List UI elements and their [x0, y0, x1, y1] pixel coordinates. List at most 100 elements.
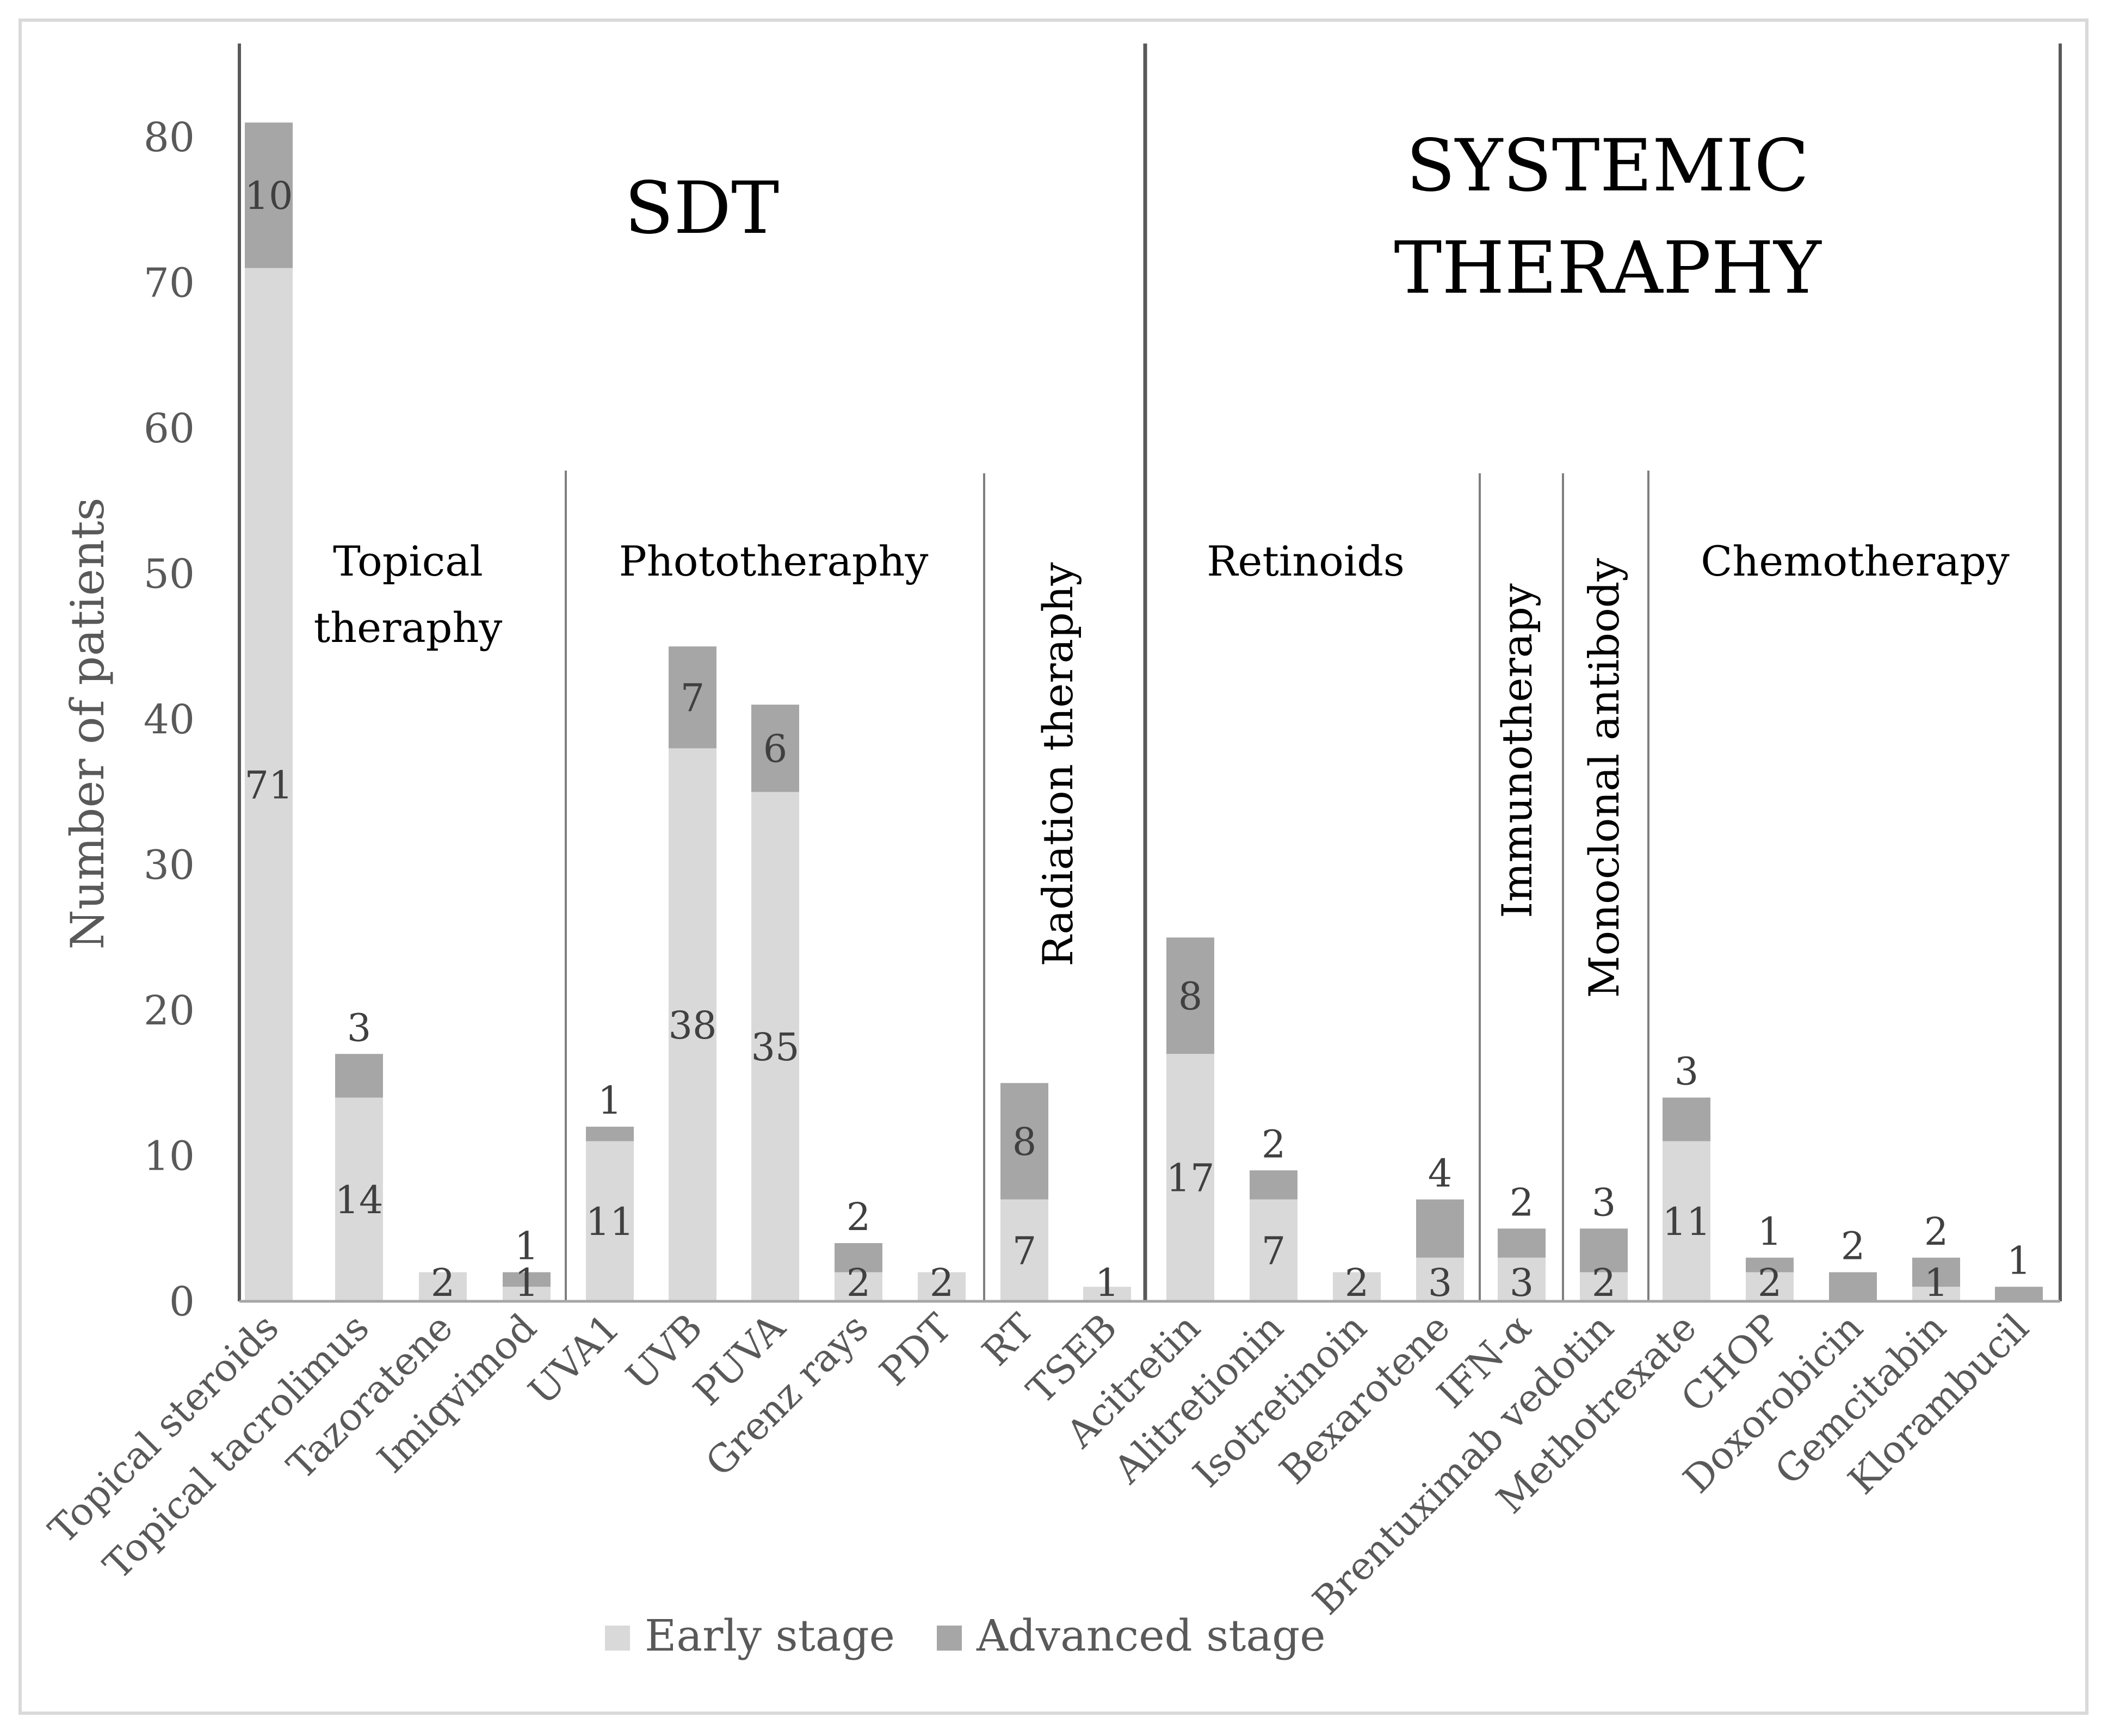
bar-advanced — [1663, 1097, 1710, 1141]
value-label-advanced: 4 — [1428, 1151, 1453, 1196]
bar-early — [1333, 1272, 1381, 1301]
value-label-early: 1 — [1924, 1261, 1949, 1305]
sub-group-label: Chemotherapy — [1701, 537, 2010, 585]
value-label-advanced: 2 — [846, 1195, 871, 1239]
value-label-advanced: 7 — [681, 676, 705, 720]
value-label-early: 71 — [244, 763, 293, 807]
group-labels: SDT SYSTEMIC THERAPHY Topical theraphy Photot… — [314, 124, 2010, 998]
bar-advanced — [245, 122, 293, 268]
bar-early — [918, 1272, 966, 1301]
value-label-advanced: 2 — [1510, 1180, 1534, 1225]
value-label-advanced: 3 — [1675, 1049, 1699, 1094]
value-label-early: 2 — [1758, 1261, 1782, 1305]
y-tick-label: 70 — [144, 260, 195, 307]
sub-group-label: Retinoids — [1207, 537, 1405, 585]
legend-label-advanced: Advanced stage — [976, 1610, 1326, 1661]
bars — [245, 122, 2043, 1301]
bar-early — [335, 1097, 383, 1301]
value-label-advanced: 2 — [1262, 1122, 1286, 1166]
bar-early — [1580, 1272, 1628, 1301]
bar-advanced — [586, 1127, 634, 1141]
bar-advanced — [751, 705, 799, 792]
value-label-early: 2 — [431, 1261, 455, 1305]
value-label-early: 3 — [1510, 1261, 1534, 1305]
y-tick-label: 50 — [144, 551, 195, 598]
bar-advanced — [1416, 1199, 1464, 1258]
bar-early — [586, 1141, 634, 1301]
value-label-early: 2 — [1592, 1261, 1616, 1305]
value-label-early: 17 — [1166, 1156, 1214, 1201]
value-label-advanced: 1 — [2007, 1238, 2031, 1283]
y-tick-label: 0 — [169, 1278, 195, 1325]
group-dividers — [238, 44, 2062, 1301]
value-label-advanced: 1 — [598, 1078, 622, 1123]
value-label-advanced: 2 — [1841, 1224, 1865, 1269]
y-axis-ticks: 0 10 20 30 40 50 60 70 80 — [144, 114, 195, 1325]
bar-early — [245, 268, 293, 1301]
major-group-label: SDT — [625, 166, 779, 250]
bar-advanced — [1746, 1257, 1794, 1272]
bar-advanced — [503, 1272, 551, 1287]
value-label-early: 7 — [1262, 1228, 1286, 1273]
sub-group-label: Radiation theraphy — [1034, 562, 1082, 966]
y-tick-label: 40 — [144, 696, 195, 743]
bar-advanced — [335, 1054, 383, 1098]
bar-early — [669, 748, 716, 1301]
value-label-early: 1 — [1095, 1261, 1120, 1305]
value-label-early: 2 — [1345, 1261, 1369, 1305]
bar-advanced — [835, 1243, 882, 1272]
bar-early — [1166, 1054, 1214, 1301]
bar-early — [1000, 1199, 1048, 1301]
value-label-advanced: 8 — [1012, 1120, 1037, 1164]
bar-advanced — [1829, 1272, 1877, 1301]
bar-advanced — [1498, 1228, 1546, 1258]
value-label-early: 3 — [1428, 1261, 1453, 1305]
sub-group-label: Monoclonal antibody — [1580, 558, 1628, 998]
value-label-early: 1 — [515, 1261, 539, 1305]
legend-label-early: Early stage — [645, 1610, 895, 1661]
y-tick-label: 20 — [144, 987, 195, 1034]
major-group-label: SYSTEMIC THERAPHY — [1394, 124, 1822, 310]
legend-swatch-advanced — [937, 1626, 962, 1651]
y-tick-label: 30 — [144, 842, 195, 889]
bar-early — [751, 792, 799, 1301]
value-label-early: 35 — [751, 1025, 799, 1070]
bar-early — [835, 1272, 882, 1301]
value-label-advanced: 2 — [1924, 1209, 1949, 1254]
value-label-advanced: 10 — [244, 174, 293, 218]
bar-advanced — [1250, 1170, 1297, 1200]
bar-early — [1416, 1257, 1464, 1301]
y-axis-title: Number of patients — [61, 497, 114, 949]
value-label-advanced: 1 — [1758, 1209, 1782, 1254]
bar-early — [1912, 1287, 1960, 1301]
sub-group-label: Immunotherapy — [1493, 583, 1541, 918]
bar-advanced — [1912, 1257, 1960, 1287]
legend: Early stage Advanced stage — [605, 1610, 1326, 1661]
value-label-early: 2 — [930, 1261, 954, 1305]
bar-advanced — [1000, 1083, 1048, 1200]
sub-group-label: Phototheraphy — [619, 537, 929, 585]
value-label-early: 38 — [668, 1003, 716, 1048]
sub-group-label: Topical theraphy — [314, 537, 503, 652]
value-label-early: 11 — [1662, 1200, 1710, 1244]
value-label-early: 7 — [1012, 1228, 1037, 1273]
bar-early — [1663, 1141, 1710, 1301]
bar-early — [1498, 1257, 1546, 1301]
value-label-advanced: 6 — [763, 727, 788, 771]
bar-advanced — [1166, 937, 1214, 1054]
bar-early — [1746, 1272, 1794, 1301]
bar-advanced — [1995, 1287, 2043, 1301]
y-tick-label: 80 — [144, 114, 195, 161]
value-label-advanced: 8 — [1178, 974, 1203, 1018]
bar-early — [1083, 1287, 1131, 1301]
value-label-early: 11 — [585, 1200, 634, 1244]
chart-border — [18, 18, 2089, 1715]
value-label-advanced: 3 — [347, 1005, 372, 1050]
value-label-early: 14 — [335, 1178, 383, 1222]
bar-early — [503, 1287, 551, 1301]
y-tick-label: 60 — [144, 405, 195, 452]
bar-advanced — [669, 646, 716, 749]
